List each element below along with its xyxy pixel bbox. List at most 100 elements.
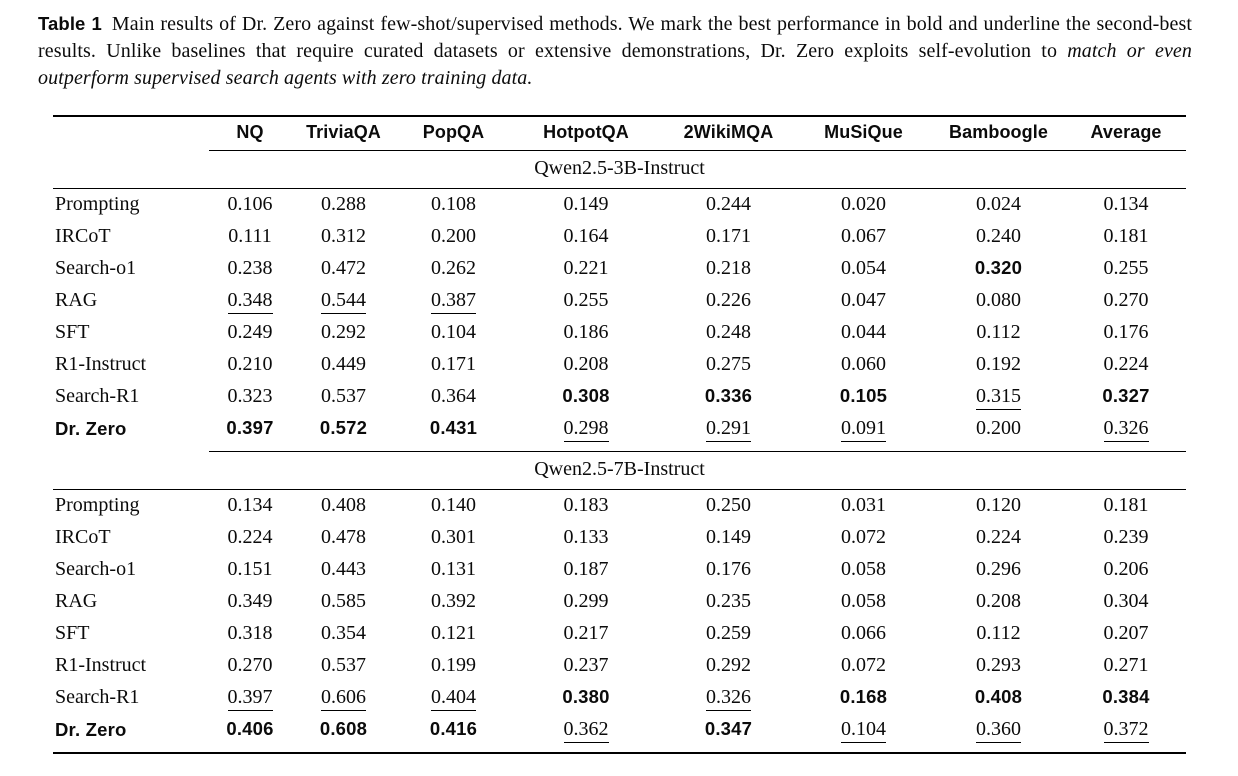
table-row: Search-R1 0.323 0.537 0.364 0.308 0.336 0.105 0… — [53, 381, 1186, 413]
value: 0.360 — [976, 718, 1021, 743]
value-cell: 0.226 — [661, 285, 796, 317]
value: 0.293 — [976, 654, 1021, 676]
value-cell: 0.301 — [396, 522, 511, 554]
value-cell: 0.397 — [209, 413, 291, 452]
value: 0.406 — [226, 718, 274, 739]
value: 0.106 — [227, 193, 273, 215]
value-cell: 0.235 — [661, 586, 796, 618]
value-cell: 0.239 — [1066, 522, 1186, 554]
value-cell: 0.296 — [931, 554, 1066, 586]
value: 0.151 — [227, 558, 273, 580]
value-cell: 0.031 — [796, 490, 931, 523]
value: 0.318 — [227, 622, 273, 644]
value: 0.443 — [321, 558, 366, 580]
value: 0.067 — [841, 225, 886, 247]
value-cell: 0.207 — [1066, 618, 1186, 650]
col-header-popqa: PopQA — [396, 116, 511, 151]
value: 0.235 — [706, 590, 751, 612]
table-row: RAG 0.348 0.544 0.387 0.255 0.226 0.047 0.080 0.… — [53, 285, 1186, 317]
value-cell: 0.192 — [931, 349, 1066, 381]
col-header-triviaqa: TriviaQA — [291, 116, 396, 151]
value-cell: 0.237 — [511, 650, 661, 682]
value: 0.408 — [974, 686, 1023, 707]
value-cell: 0.151 — [209, 554, 291, 586]
col-header-hotpotqa: HotpotQA — [511, 116, 661, 151]
value-cell: 0.537 — [291, 650, 396, 682]
col-header-average: Average — [1066, 116, 1186, 151]
section-title: Qwen2.5-7B-Instruct — [53, 451, 1186, 490]
value: 0.326 — [1103, 417, 1149, 442]
value: 0.221 — [563, 257, 609, 279]
value-cell: 0.183 — [511, 490, 661, 523]
col-header-2wikimqa: 2WikiMQA — [661, 116, 796, 151]
value-cell: 0.224 — [1066, 349, 1186, 381]
table-row: Search-o1 0.151 0.443 0.131 0.187 0.176 0.058 0… — [53, 554, 1186, 586]
value-cell: 0.347 — [661, 714, 796, 753]
value-cell: 0.244 — [661, 189, 796, 222]
value: 0.072 — [841, 526, 886, 548]
value-cell: 0.067 — [796, 221, 931, 253]
value-cell: 0.312 — [291, 221, 396, 253]
value-cell: 0.208 — [511, 349, 661, 381]
table-row: RAG 0.349 0.585 0.392 0.299 0.235 0.058 0.208 0.… — [53, 586, 1186, 618]
value-cell: 0.171 — [661, 221, 796, 253]
value: 0.140 — [431, 494, 476, 516]
value: 0.111 — [228, 225, 272, 247]
value: 0.478 — [321, 526, 366, 548]
col-header-nq: NQ — [209, 116, 291, 151]
value: 0.384 — [1102, 686, 1150, 707]
value-cell: 0.104 — [796, 714, 931, 753]
value: 0.066 — [841, 622, 886, 644]
method-label: R1-Instruct — [55, 654, 147, 676]
value-cell: 0.360 — [931, 714, 1066, 753]
value-cell: 0.572 — [291, 413, 396, 452]
method-label: SFT — [55, 321, 90, 343]
value: 0.364 — [431, 385, 476, 407]
value: 0.544 — [321, 289, 366, 314]
table-row: SFT 0.249 0.292 0.104 0.186 0.248 0.044 0.112 0.… — [53, 317, 1186, 349]
value: 0.080 — [976, 289, 1021, 311]
value: 0.312 — [321, 225, 366, 247]
value-cell: 0.066 — [796, 618, 931, 650]
value-cell: 0.058 — [796, 554, 931, 586]
table-row: R1-Instruct 0.210 0.449 0.171 0.208 0.275 0.06… — [53, 349, 1186, 381]
value: 0.248 — [706, 321, 751, 343]
method-label: Prompting — [55, 193, 140, 215]
caption-label: Table 1 — [38, 13, 102, 34]
value-cell: 0.072 — [796, 650, 931, 682]
value-cell: 0.199 — [396, 650, 511, 682]
value: 0.060 — [841, 353, 886, 375]
value: 0.320 — [974, 257, 1023, 278]
value-cell: 0.431 — [396, 413, 511, 452]
value: 0.572 — [319, 417, 368, 438]
value-cell: 0.200 — [931, 413, 1066, 452]
value: 0.171 — [431, 353, 476, 375]
value: 0.304 — [1103, 590, 1149, 612]
value: 0.186 — [563, 321, 609, 343]
value-cell: 0.416 — [396, 714, 511, 753]
method-label: Search-o1 — [55, 257, 137, 279]
value-cell: 0.164 — [511, 221, 661, 253]
value-cell: 0.299 — [511, 586, 661, 618]
value: 0.585 — [321, 590, 366, 612]
value-cell: 0.171 — [396, 349, 511, 381]
value-cell: 0.217 — [511, 618, 661, 650]
value-cell: 0.224 — [209, 522, 291, 554]
value: 0.238 — [227, 257, 273, 279]
value-cell: 0.406 — [209, 714, 291, 753]
value: 0.397 — [226, 417, 274, 438]
value: 0.271 — [1103, 654, 1149, 676]
value-cell: 0.372 — [1066, 714, 1186, 753]
value-cell: 0.384 — [1066, 682, 1186, 714]
method-label: SFT — [55, 622, 90, 644]
col-header-musique: MuSiQue — [796, 116, 931, 151]
value-cell: 0.404 — [396, 682, 511, 714]
value-cell: 0.044 — [796, 317, 931, 349]
value: 0.226 — [706, 289, 751, 311]
value: 0.208 — [976, 590, 1021, 612]
value: 0.104 — [431, 321, 476, 343]
value: 0.217 — [563, 622, 609, 644]
value: 0.224 — [976, 526, 1021, 548]
value-cell: 0.058 — [796, 586, 931, 618]
value-cell: 0.221 — [511, 253, 661, 285]
